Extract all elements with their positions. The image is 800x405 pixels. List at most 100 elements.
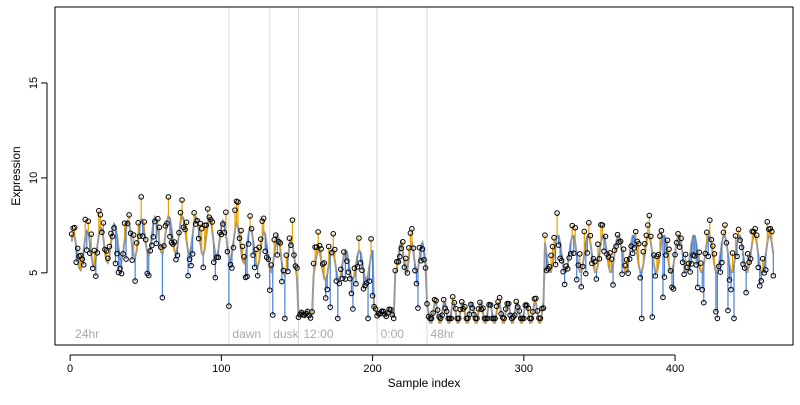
data-point: [586, 220, 592, 226]
data-point: [422, 265, 429, 271]
data-point: [251, 264, 258, 271]
data-point: [250, 252, 256, 258]
data-point: [244, 273, 250, 280]
data-point: [443, 308, 450, 315]
data-point: [309, 309, 315, 315]
data-point: [478, 306, 485, 313]
data-point: [713, 308, 719, 315]
data-point: [610, 282, 616, 288]
data-point: [124, 220, 131, 227]
data-point: [646, 212, 653, 219]
data-point: [702, 250, 709, 257]
data-point: [132, 278, 138, 284]
x-tick-label: 200: [363, 363, 381, 375]
y-tick-label: 15: [28, 77, 40, 89]
data-point: [592, 258, 598, 265]
data-point: [88, 231, 95, 237]
data-point: [269, 312, 276, 318]
data-point: [360, 285, 367, 292]
data-point: [156, 224, 163, 231]
data-point: [99, 229, 105, 236]
data-point: [743, 289, 749, 296]
data-point: [578, 284, 585, 290]
annotation-label: 24hr: [75, 327, 99, 341]
data-point: [705, 253, 712, 260]
data-point: [256, 244, 262, 251]
data-point: [279, 278, 285, 285]
data-point: [71, 224, 78, 231]
data-point: [732, 233, 739, 239]
data-point: [245, 241, 252, 247]
data-point: [291, 252, 297, 258]
data-point: [390, 315, 397, 322]
data-point: [344, 258, 350, 264]
data-point: [655, 251, 662, 258]
data-point: [632, 228, 639, 235]
data-point: [750, 229, 757, 235]
data-point: [552, 261, 559, 268]
data-point: [540, 305, 547, 311]
data-point: [109, 233, 116, 240]
data-point: [247, 213, 253, 219]
data-point: [283, 252, 290, 259]
data-point: [79, 256, 86, 262]
data-point: [223, 209, 229, 216]
data-point: [366, 278, 373, 284]
data-point: [186, 256, 193, 263]
data-point: [189, 251, 196, 257]
data-point: [637, 274, 644, 281]
data-point: [404, 270, 411, 276]
data-point: [626, 256, 633, 262]
data-point: [762, 267, 769, 273]
data-point: [135, 220, 141, 226]
data-point: [321, 260, 327, 266]
data-point: [442, 305, 448, 311]
data-point: [145, 272, 152, 279]
data-point: [449, 293, 456, 300]
annotation-label: 12:00: [304, 327, 334, 341]
data-point: [194, 217, 200, 224]
data-point: [372, 306, 379, 312]
data-point: [174, 252, 181, 259]
data-point: [341, 249, 347, 255]
data-point: [129, 257, 135, 263]
data-point: [756, 283, 763, 289]
data-point: [708, 236, 715, 243]
data-point: [198, 225, 205, 232]
data-point: [669, 284, 675, 291]
data-point: [415, 305, 421, 311]
annotation-label: dawn: [232, 327, 261, 341]
data-point: [511, 312, 518, 319]
data-point: [229, 265, 235, 271]
data-point: [90, 265, 96, 272]
data-point: [679, 259, 686, 266]
data-point: [554, 210, 560, 216]
data-point: [93, 273, 99, 280]
data-point: [462, 304, 468, 310]
data-point: [203, 222, 210, 228]
data-point: [673, 239, 680, 246]
data-point: [236, 235, 243, 242]
data-point: [112, 260, 119, 267]
data-point: [354, 264, 361, 270]
data-point: [126, 212, 132, 218]
data-point: [567, 250, 574, 257]
data-point: [693, 262, 700, 268]
data-point: [118, 270, 125, 277]
data-point: [183, 219, 190, 226]
data-point: [68, 231, 75, 237]
data-point: [716, 263, 722, 270]
data-point: [502, 306, 509, 312]
data-point: [179, 197, 185, 203]
data-point: [171, 239, 178, 245]
data-point: [73, 259, 79, 266]
data-point: [599, 222, 606, 228]
data-point: [725, 307, 731, 314]
data-point: [593, 276, 600, 282]
data-point: [161, 243, 167, 249]
data-point: [148, 242, 155, 249]
data-point: [331, 246, 338, 253]
data-point: [380, 308, 386, 315]
data-point: [97, 211, 104, 218]
data-point: [524, 302, 530, 309]
